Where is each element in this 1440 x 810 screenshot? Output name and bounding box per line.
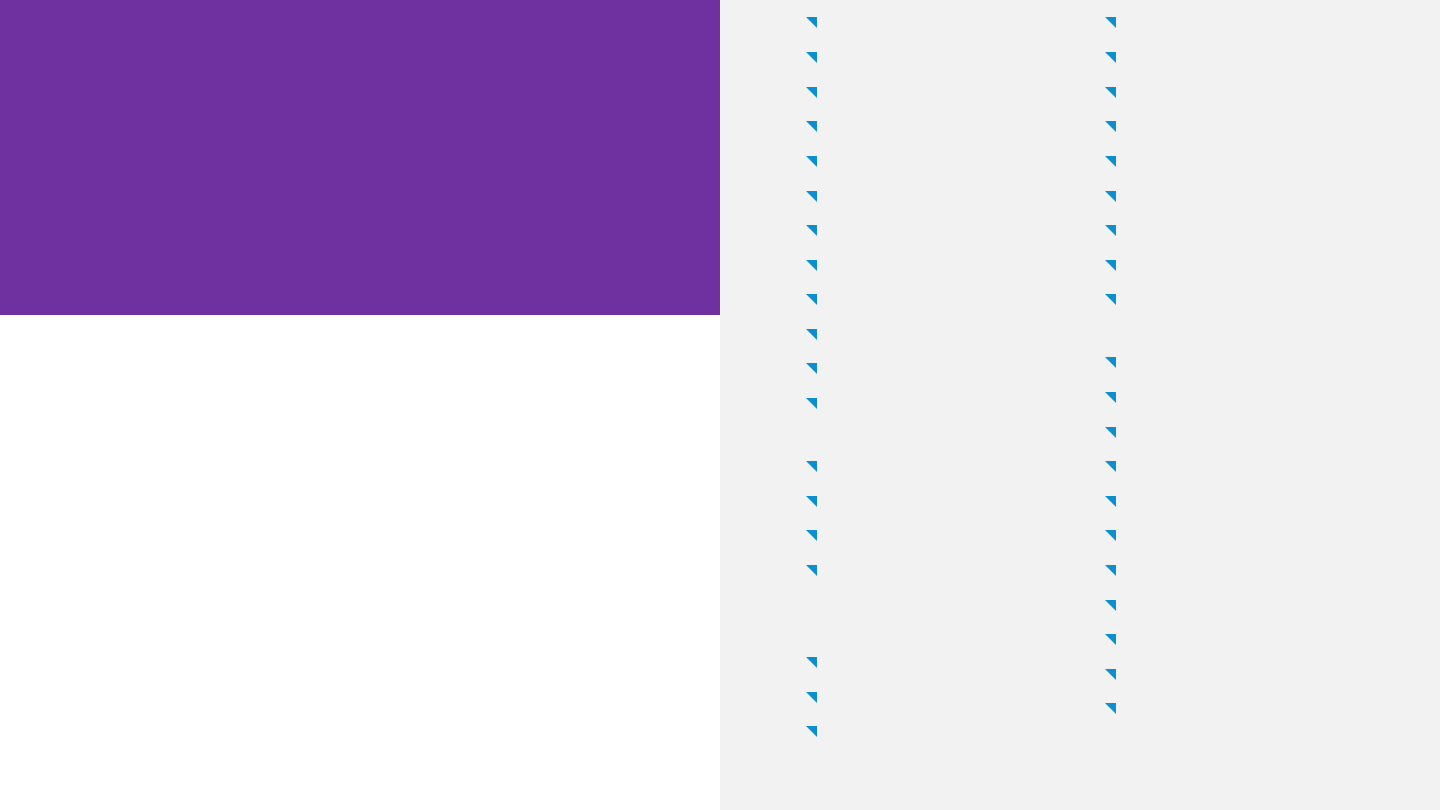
corner-triangle-icon[interactable] [806,225,817,236]
corner-triangle-icon[interactable] [1105,634,1116,645]
corner-triangle-icon[interactable] [1105,17,1116,28]
corner-triangle-icon[interactable] [806,461,817,472]
corner-triangle-icon[interactable] [806,17,817,28]
corner-triangle-icon[interactable] [806,52,817,63]
corner-triangle-icon[interactable] [1105,703,1116,714]
corner-triangle-icon[interactable] [1105,294,1116,305]
corner-triangle-icon[interactable] [806,657,817,668]
marker-column-left [806,0,818,810]
corner-triangle-icon[interactable] [1105,461,1116,472]
corner-triangle-icon[interactable] [806,294,817,305]
corner-triangle-icon[interactable] [806,726,817,737]
corner-triangle-icon[interactable] [1105,565,1116,576]
corner-triangle-icon[interactable] [1105,191,1116,202]
corner-triangle-icon[interactable] [806,329,817,340]
corner-triangle-icon[interactable] [806,692,817,703]
corner-triangle-icon[interactable] [1105,121,1116,132]
hero-panel [0,0,720,315]
corner-triangle-icon[interactable] [806,398,817,409]
corner-triangle-icon[interactable] [1105,225,1116,236]
corner-triangle-icon[interactable] [1105,156,1116,167]
marker-column-right [1105,0,1117,810]
corner-triangle-icon[interactable] [1105,427,1116,438]
corner-triangle-icon[interactable] [806,530,817,541]
corner-triangle-icon[interactable] [1105,87,1116,98]
corner-triangle-icon[interactable] [806,156,817,167]
corner-triangle-icon[interactable] [806,565,817,576]
corner-triangle-icon[interactable] [1105,392,1116,403]
corner-triangle-icon[interactable] [1105,669,1116,680]
corner-triangle-icon[interactable] [806,191,817,202]
corner-triangle-icon[interactable] [1105,260,1116,271]
corner-triangle-icon[interactable] [806,260,817,271]
corner-triangle-icon[interactable] [806,363,817,374]
corner-triangle-icon[interactable] [1105,496,1116,507]
corner-triangle-icon[interactable] [1105,52,1116,63]
corner-triangle-icon[interactable] [806,87,817,98]
corner-triangle-icon[interactable] [1105,530,1116,541]
corner-triangle-icon[interactable] [1105,357,1116,368]
content-area [0,315,720,810]
side-panel [720,0,1440,810]
corner-triangle-icon[interactable] [806,496,817,507]
corner-triangle-icon[interactable] [806,121,817,132]
corner-triangle-icon[interactable] [1105,600,1116,611]
